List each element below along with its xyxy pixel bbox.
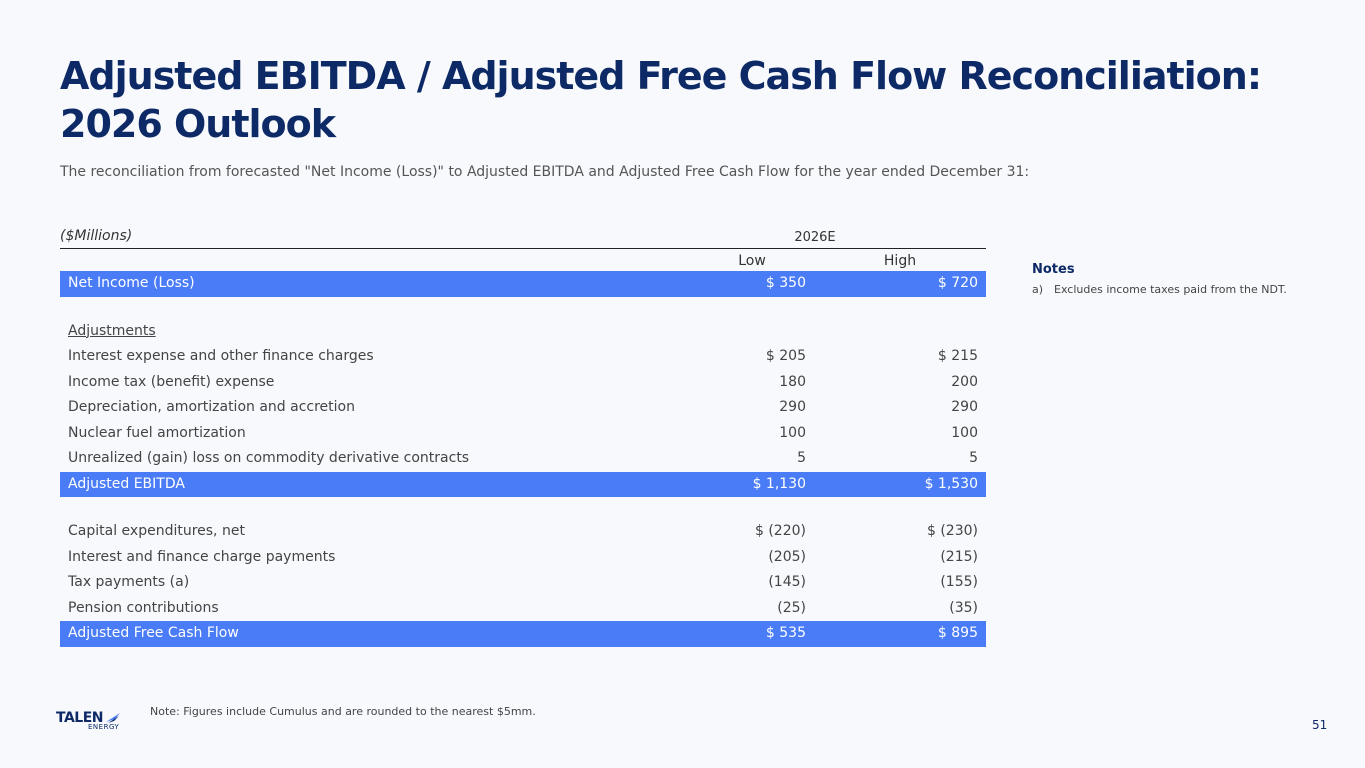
table-row: Depreciation, amortization and accretion… bbox=[60, 395, 986, 421]
notes-panel: Notes a) Excludes income taxes paid from … bbox=[1032, 262, 1287, 296]
table-row: Capital expenditures, net $ (220) $ (230… bbox=[60, 519, 986, 545]
high-value: (35) bbox=[949, 599, 978, 616]
low-column-header: Low bbox=[738, 253, 766, 269]
row-label: Net Income (Loss) bbox=[68, 275, 195, 291]
high-value: 100 bbox=[951, 424, 978, 441]
low-value: 290 bbox=[779, 399, 806, 415]
units-label: ($Millions) bbox=[60, 228, 133, 244]
adjustments-heading: Adjustments bbox=[60, 319, 986, 345]
page-title: Adjusted EBITDA / Adjusted Free Cash Flo… bbox=[60, 54, 1262, 146]
low-value: $ 350 bbox=[765, 275, 806, 291]
notes-title: Notes bbox=[1032, 262, 1075, 277]
row-label: Interest and finance charge payments bbox=[68, 548, 336, 565]
high-value: $ 215 bbox=[937, 348, 978, 364]
logo-subtext: ENERGY bbox=[88, 723, 120, 731]
low-value: 100 bbox=[779, 424, 806, 441]
wing-icon bbox=[106, 713, 120, 723]
low-value: (25) bbox=[777, 599, 806, 616]
row-label: Unrealized (gain) loss on commodity deri… bbox=[68, 450, 470, 466]
low-value: 180 bbox=[779, 373, 806, 390]
table-row: Pension contributions (25) (35) bbox=[60, 596, 986, 622]
high-value: (155) bbox=[940, 574, 978, 590]
row-label: Adjusted EBITDA bbox=[68, 475, 185, 492]
table-row: Interest and finance charge payments (20… bbox=[60, 545, 986, 571]
table-row: Unrealized (gain) loss on commodity deri… bbox=[60, 446, 986, 472]
high-value: 290 bbox=[951, 399, 978, 415]
high-value: $ (230) bbox=[926, 523, 978, 539]
table-row: Interest expense and other finance charg… bbox=[60, 344, 986, 370]
row-label: Depreciation, amortization and accretion bbox=[68, 399, 355, 415]
net-income-row: Net Income (Loss) $ 350 $ 720 bbox=[60, 271, 986, 297]
row-label: Pension contributions bbox=[68, 599, 219, 616]
high-value: 5 bbox=[969, 450, 978, 466]
year-header: 2026E bbox=[794, 230, 836, 245]
low-value: $ 205 bbox=[765, 348, 806, 364]
high-value: $ 720 bbox=[937, 275, 978, 291]
low-value: $ 535 bbox=[765, 625, 806, 641]
low-value: (205) bbox=[768, 548, 806, 565]
low-value: 5 bbox=[797, 450, 806, 466]
note-item: a) Excludes income taxes paid from the ND… bbox=[1032, 283, 1287, 296]
low-value: $ (220) bbox=[754, 523, 806, 539]
table-row: Income tax (benefit) expense 180 200 bbox=[60, 370, 986, 396]
section-label: Adjustments bbox=[68, 322, 156, 339]
column-headers: Low High bbox=[60, 249, 986, 271]
table-row: Nuclear fuel amortization 100 100 bbox=[60, 421, 986, 447]
table-row: Tax payments (a) (145) (155) bbox=[60, 570, 986, 596]
low-value: $ 1,130 bbox=[752, 475, 806, 492]
high-value: 200 bbox=[951, 373, 978, 390]
high-value: $ 895 bbox=[937, 625, 978, 641]
row-label: Income tax (benefit) expense bbox=[68, 373, 275, 390]
high-column-header: High bbox=[883, 253, 917, 269]
high-value: $ 1,530 bbox=[924, 475, 978, 492]
table-header: ($Millions) 2026E bbox=[60, 228, 986, 249]
row-label: Interest expense and other finance charg… bbox=[68, 348, 374, 364]
low-value: (145) bbox=[768, 574, 806, 590]
reconciliation-table: ($Millions) 2026E Low High Net Income (L… bbox=[60, 228, 986, 647]
note-text: Excludes income taxes paid from the NDT. bbox=[1054, 283, 1287, 296]
row-label: Capital expenditures, net bbox=[68, 523, 245, 539]
page-subtitle: The reconciliation from forecasted "Net … bbox=[60, 164, 1030, 180]
high-value: (215) bbox=[940, 548, 978, 565]
logo-wordmark: TALEN bbox=[56, 710, 104, 726]
page-number: 51 bbox=[1312, 718, 1328, 732]
footnote: Note: Figures include Cumulus and are ro… bbox=[150, 705, 536, 718]
row-label: Adjusted Free Cash Flow bbox=[68, 625, 239, 641]
note-marker: a) bbox=[1032, 283, 1044, 296]
row-label: Tax payments (a) bbox=[68, 574, 190, 590]
row-label: Nuclear fuel amortization bbox=[68, 424, 246, 441]
adjusted-fcf-row: Adjusted Free Cash Flow $ 535 $ 895 bbox=[60, 621, 986, 647]
adjusted-ebitda-row: Adjusted EBITDA $ 1,130 $ 1,530 bbox=[60, 471, 986, 497]
company-logo: TALEN ENERGY bbox=[56, 710, 121, 731]
